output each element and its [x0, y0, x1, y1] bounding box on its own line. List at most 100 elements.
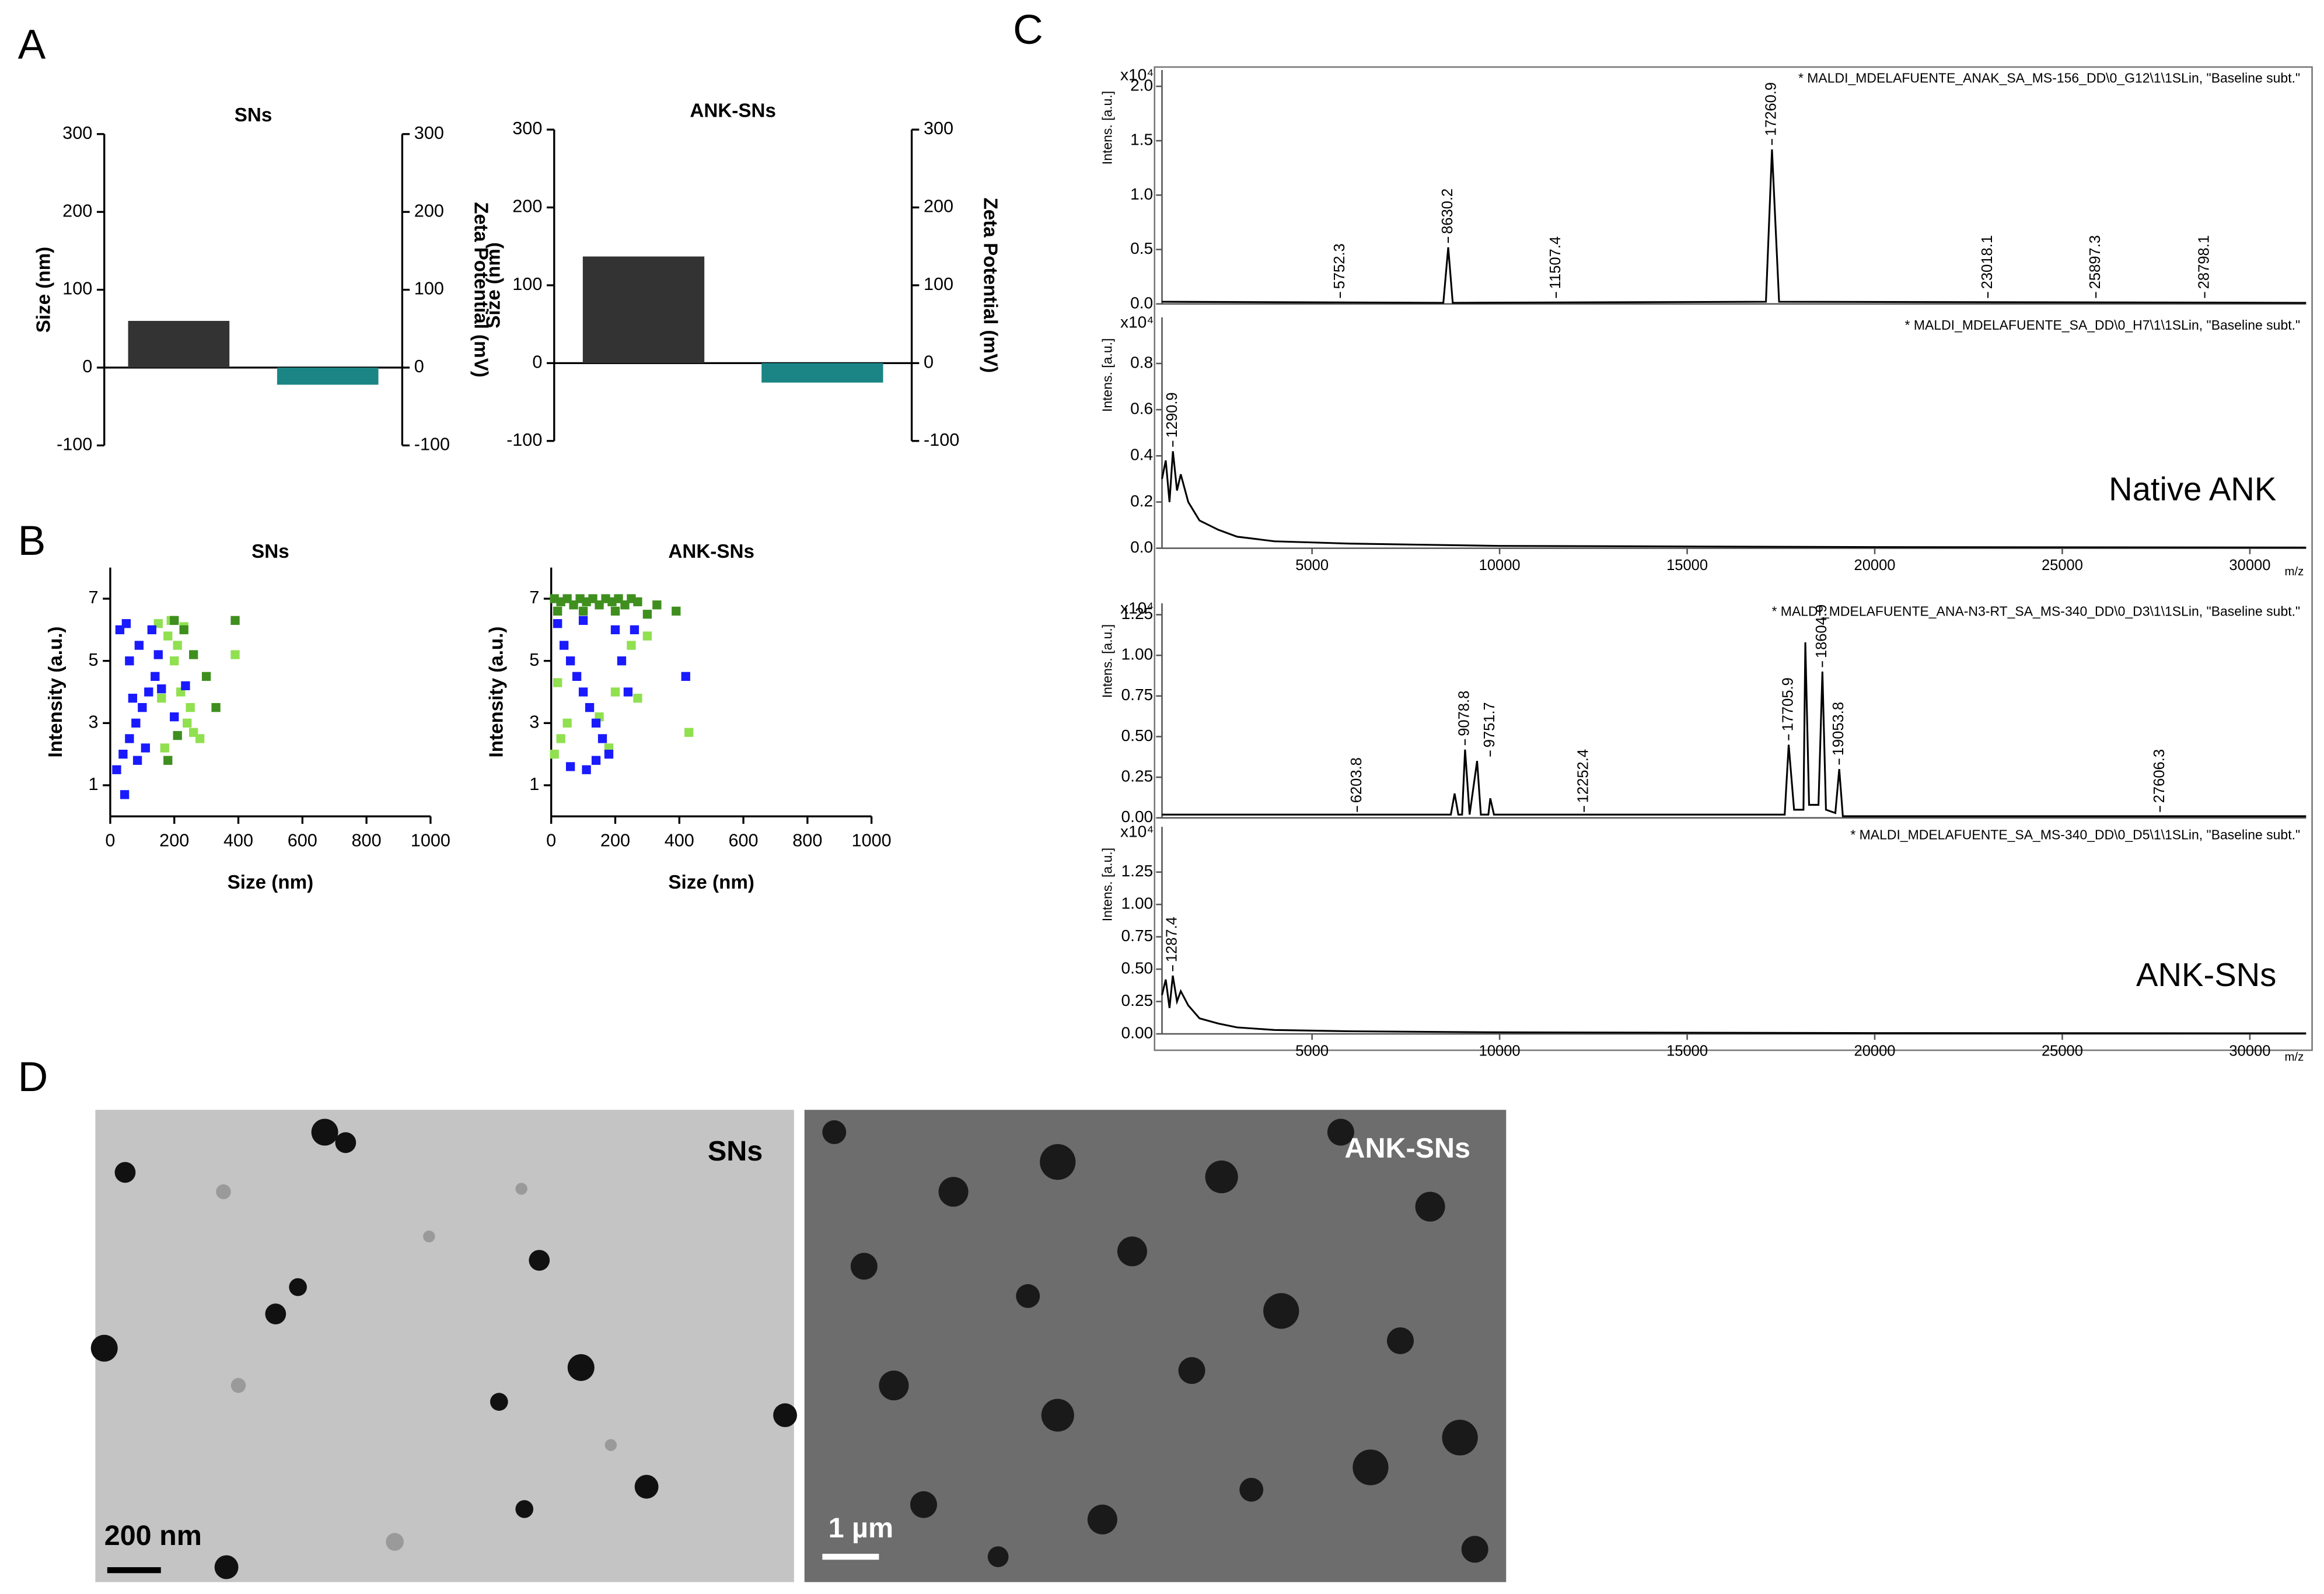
peak-label: 11507.4: [1547, 236, 1564, 289]
y-tick-label: 0.8: [1130, 353, 1153, 371]
x-tick-label: 200: [159, 831, 189, 851]
y-tick-label: 0.5: [1130, 239, 1153, 257]
spectrum-header: * MALDI_MDELAFUENTE_SA_DD\0_H7\1\1SLin, …: [1905, 317, 2301, 333]
scatter-point: [131, 718, 141, 728]
x-tick-label: 20000: [1854, 557, 1896, 574]
peak-label: 12252.4: [1575, 749, 1592, 803]
x-tick-label: 30000: [2229, 557, 2270, 574]
x-tick-label: 10000: [1479, 557, 1521, 574]
peak-label: 18604.9: [1813, 604, 1830, 658]
scatter-point: [684, 728, 694, 737]
peak-label: 9751.7: [1481, 702, 1498, 747]
y2-tick-label: 0: [414, 356, 424, 376]
panel-label: C: [1013, 6, 1043, 53]
y-tick-label: 0.6: [1130, 400, 1153, 418]
peak-label: 25897.3: [2087, 235, 2103, 289]
scatter-point: [173, 641, 182, 650]
y-tick-label: 1.25: [1121, 604, 1154, 623]
scatter-point: [230, 616, 240, 625]
particles: [822, 1118, 1488, 1568]
x-axis-label: Size (nm): [668, 872, 754, 893]
y-tick-label: 200: [62, 201, 92, 221]
x-tick-label: 1000: [852, 831, 892, 851]
y-tick-label: 0.25: [1121, 767, 1154, 785]
scatter-point: [211, 702, 221, 712]
scatter-point: [125, 656, 134, 666]
y-tick-label: 0.0: [1130, 538, 1153, 556]
y-tick-label: 5: [88, 650, 98, 670]
scatter-point: [201, 672, 211, 681]
y-multiplier: x10⁴: [1120, 599, 1154, 617]
scatter-point: [559, 641, 569, 650]
scatter-point: [627, 641, 636, 650]
x-tick-label: 15000: [1666, 1043, 1708, 1059]
scatter-point: [562, 718, 572, 728]
x-axis-label: m/z: [2284, 1051, 2304, 1064]
y-multiplier: x10⁴: [1120, 66, 1154, 84]
peak-label: 27606.3: [2151, 749, 2168, 803]
image-label: SNs: [708, 1135, 763, 1167]
y-axis-label: Intensity (a.u.): [45, 627, 67, 758]
scatter-point: [672, 606, 681, 616]
scatter-point: [173, 730, 182, 740]
y2-tick-label: 0: [924, 352, 934, 372]
scatter-point: [170, 712, 179, 722]
bar: [128, 320, 230, 368]
scatter-point: [134, 641, 144, 650]
spectrum-header: * MALDI_MDELAFUENTE_ANA-N3-RT_SA_MS-340_…: [1772, 603, 2301, 618]
chart-title: SNs: [235, 104, 272, 126]
scatter-point: [141, 743, 150, 753]
x-tick-label: 800: [792, 831, 822, 851]
y-tick-label: 7: [88, 588, 98, 607]
x-tick-label: 30000: [2229, 1043, 2270, 1059]
scatter-point: [183, 718, 192, 728]
y-axis-label: Size (nm): [483, 242, 504, 328]
y2-tick-label: 200: [924, 197, 953, 216]
y2-tick-label: 100: [924, 274, 953, 294]
chart-title: SNs: [251, 541, 289, 562]
panel-label: A: [18, 22, 46, 68]
y-tick-label: 1.25: [1121, 862, 1154, 880]
peak-label: 28798.1: [2196, 235, 2212, 289]
x-tick-label: 400: [223, 831, 253, 851]
y-tick-label: 0.0: [1130, 293, 1153, 312]
scatter-point: [138, 702, 147, 712]
x-tick-label: 5000: [1295, 1043, 1329, 1059]
peak-label: 9078.8: [1456, 691, 1473, 736]
particles: [90, 1118, 797, 1579]
y2-tick-label: 300: [414, 123, 444, 143]
scatter-point: [550, 749, 559, 759]
scatter-point: [121, 619, 131, 628]
spectrum-line: [1162, 642, 2306, 817]
x-tick-label: 200: [600, 831, 630, 851]
y2-axis-label: Zeta Potential (mV): [980, 198, 1001, 373]
scatter-point: [617, 656, 627, 666]
y-tick-label: 0.25: [1121, 991, 1154, 1009]
scatter-point: [652, 600, 662, 610]
y-tick-label: 3: [88, 712, 98, 732]
peak-label: 1287.4: [1164, 917, 1180, 962]
scatter-point: [189, 650, 198, 659]
scatter-point: [147, 625, 156, 635]
scatter-point: [151, 672, 160, 681]
scatter-point: [591, 718, 601, 728]
scatter-point: [642, 610, 652, 619]
spectrum-note: Native ANK: [2109, 470, 2276, 507]
spectrum-note: ANK-SNs: [2136, 956, 2276, 993]
scatter-point: [195, 734, 205, 743]
y-tick-label: 1.00: [1121, 894, 1154, 913]
y-tick-label: 0: [532, 352, 542, 372]
scatter-point: [633, 597, 642, 607]
scatter-point: [125, 734, 134, 743]
scatter-point: [118, 749, 128, 759]
y-tick-label: 5: [529, 650, 539, 670]
x-axis-label: m/z: [2284, 565, 2304, 578]
scale-bar-label: 1 µm: [829, 1512, 894, 1544]
x-tick-label: 20000: [1854, 1043, 1896, 1059]
peak-label: 17705.9: [1780, 677, 1796, 731]
y-tick-label: 1.5: [1130, 131, 1153, 149]
scatter-point: [153, 650, 163, 659]
chart-title: ANK-SNs: [668, 541, 754, 562]
peak-label: 1290.9: [1164, 392, 1180, 438]
